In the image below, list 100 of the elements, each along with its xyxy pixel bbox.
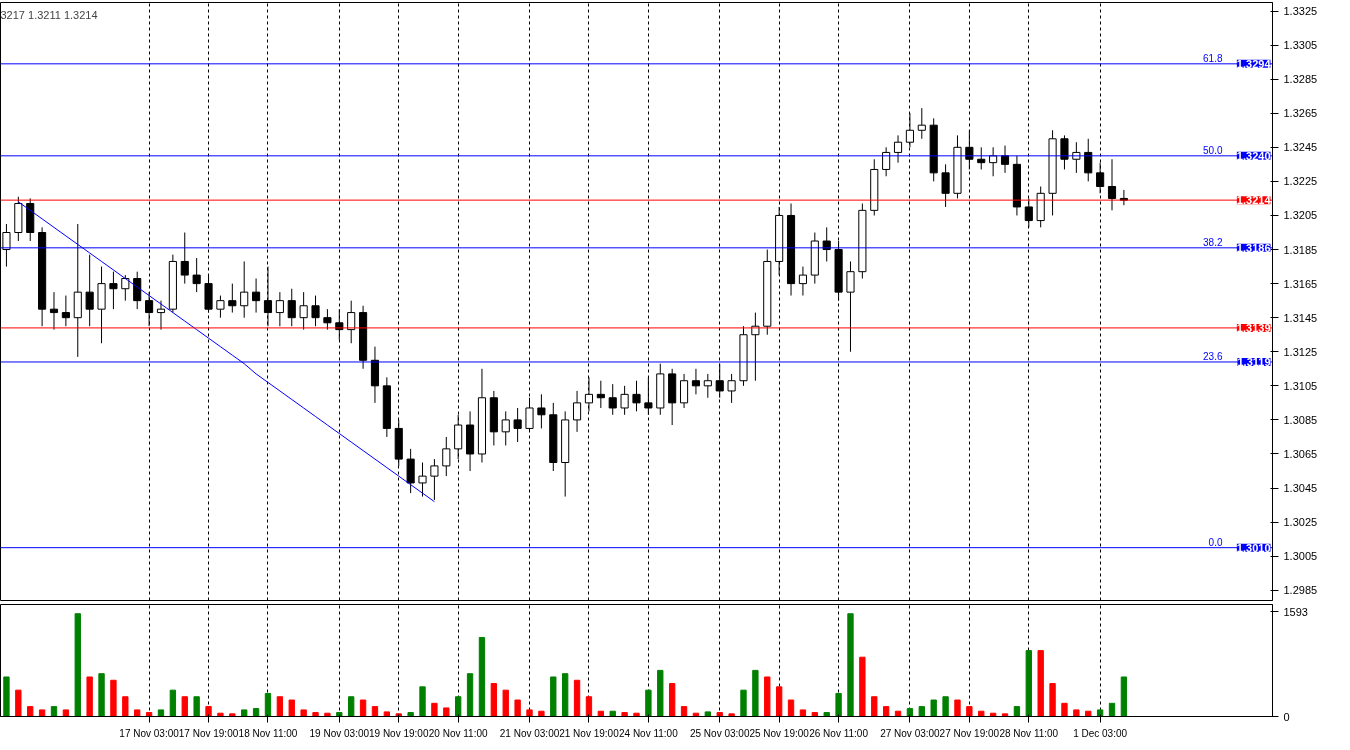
x-tick-label: 28 Nov 11:00 xyxy=(999,727,1059,739)
candlestick xyxy=(905,112,914,148)
y-tick-label: 1.2985 xyxy=(1283,584,1318,597)
bar xyxy=(217,712,224,717)
x-tick-label: 18 Nov 11:00 xyxy=(238,727,298,739)
bar xyxy=(871,696,878,717)
bar xyxy=(1120,676,1128,717)
bar xyxy=(1025,650,1032,717)
annotation: 61.8 xyxy=(1203,52,1223,64)
candlestick xyxy=(180,232,189,285)
bar xyxy=(1001,713,1009,717)
bar xyxy=(835,692,842,717)
annotation: 50.0 xyxy=(1203,144,1223,156)
candlestick xyxy=(252,278,261,314)
bar xyxy=(276,696,284,717)
y-tick-label: 1.3085 xyxy=(1283,413,1318,426)
y-tick-label: 1.3225 xyxy=(1283,175,1318,188)
bar xyxy=(775,686,783,717)
bar xyxy=(348,696,355,717)
candlestick xyxy=(977,146,986,170)
candlestick xyxy=(525,397,534,433)
candlestick xyxy=(430,458,439,501)
candlestick xyxy=(454,414,463,460)
candlestick xyxy=(691,368,701,395)
y-tick-label: 1.3245 xyxy=(1283,141,1318,154)
ref-line-label: 1.3240 xyxy=(1236,149,1271,162)
bar xyxy=(169,689,177,717)
bar xyxy=(657,669,664,717)
candlestick xyxy=(917,107,926,140)
candlestick xyxy=(584,376,594,412)
bar xyxy=(882,706,890,717)
bar xyxy=(359,699,367,717)
bar xyxy=(252,708,260,717)
candlestick xyxy=(145,291,154,327)
candlestick xyxy=(644,376,653,416)
bar xyxy=(942,696,949,717)
bar xyxy=(716,712,723,717)
bar xyxy=(811,712,818,717)
bar xyxy=(478,636,486,717)
bar xyxy=(787,699,795,717)
bar xyxy=(906,708,914,717)
x-tick-label: 20 Nov 11:00 xyxy=(428,727,488,739)
bar xyxy=(966,706,973,717)
x-tick-label: 19 Nov 03:00 xyxy=(309,727,370,739)
y-tick-label: 1.3165 xyxy=(1283,277,1318,290)
bar xyxy=(15,689,22,717)
bar xyxy=(241,709,248,717)
x-tick-label: 17 Nov 19:00 xyxy=(178,727,239,739)
bar xyxy=(823,712,830,717)
bar xyxy=(419,686,426,717)
candlestick xyxy=(109,271,118,310)
bar xyxy=(122,696,129,717)
candlestick xyxy=(287,288,296,327)
candlestick xyxy=(727,373,736,404)
bar xyxy=(645,689,652,717)
bar xyxy=(38,709,46,717)
bar xyxy=(86,676,93,717)
candlestick xyxy=(228,283,237,314)
candlestick xyxy=(323,308,332,331)
bar xyxy=(740,689,747,717)
bar xyxy=(514,699,521,717)
candlestick xyxy=(418,462,427,498)
candlestick xyxy=(61,295,70,327)
bar xyxy=(704,711,711,717)
candlestick xyxy=(513,407,522,443)
x-tick-label: 26 Nov 11:00 xyxy=(809,727,869,739)
ref-line-label: 1.3139 xyxy=(1236,321,1271,334)
bar xyxy=(609,710,616,717)
candlestick xyxy=(893,134,903,164)
ref-line-label: 1.3119 xyxy=(1237,355,1271,368)
y-tick-label: 1.3305 xyxy=(1283,39,1318,52)
bar xyxy=(455,696,462,717)
candlestick xyxy=(406,448,415,494)
y-tick-label: 1.3185 xyxy=(1283,243,1318,256)
bar xyxy=(573,679,581,717)
bar xyxy=(62,709,70,717)
bar xyxy=(799,709,807,717)
candlestick xyxy=(156,300,166,331)
bar xyxy=(371,706,379,717)
ref-line-label: 1.3010 xyxy=(1236,541,1271,554)
bar xyxy=(502,689,509,717)
bar xyxy=(764,676,771,717)
candlestick xyxy=(192,257,201,293)
bar xyxy=(550,676,557,717)
annotation: 3217 1.3211 1.3214 xyxy=(0,8,98,21)
y-tick-label: 1.3045 xyxy=(1283,482,1318,495)
bar xyxy=(526,709,533,717)
x-tick-label: 17 Nov 03:00 xyxy=(119,727,180,739)
candlestick xyxy=(679,373,689,409)
bar xyxy=(847,613,854,717)
bar xyxy=(1108,702,1116,717)
y-tick-label: 1593 xyxy=(1283,605,1308,618)
y-tick-label: 1.3205 xyxy=(1283,209,1318,222)
candlestick xyxy=(941,163,950,208)
candlestick xyxy=(798,266,807,297)
annotation: 38.2 xyxy=(1203,236,1223,248)
candlestick xyxy=(133,271,142,310)
bar xyxy=(466,673,474,717)
bar xyxy=(431,702,438,717)
candlestick xyxy=(121,274,130,302)
